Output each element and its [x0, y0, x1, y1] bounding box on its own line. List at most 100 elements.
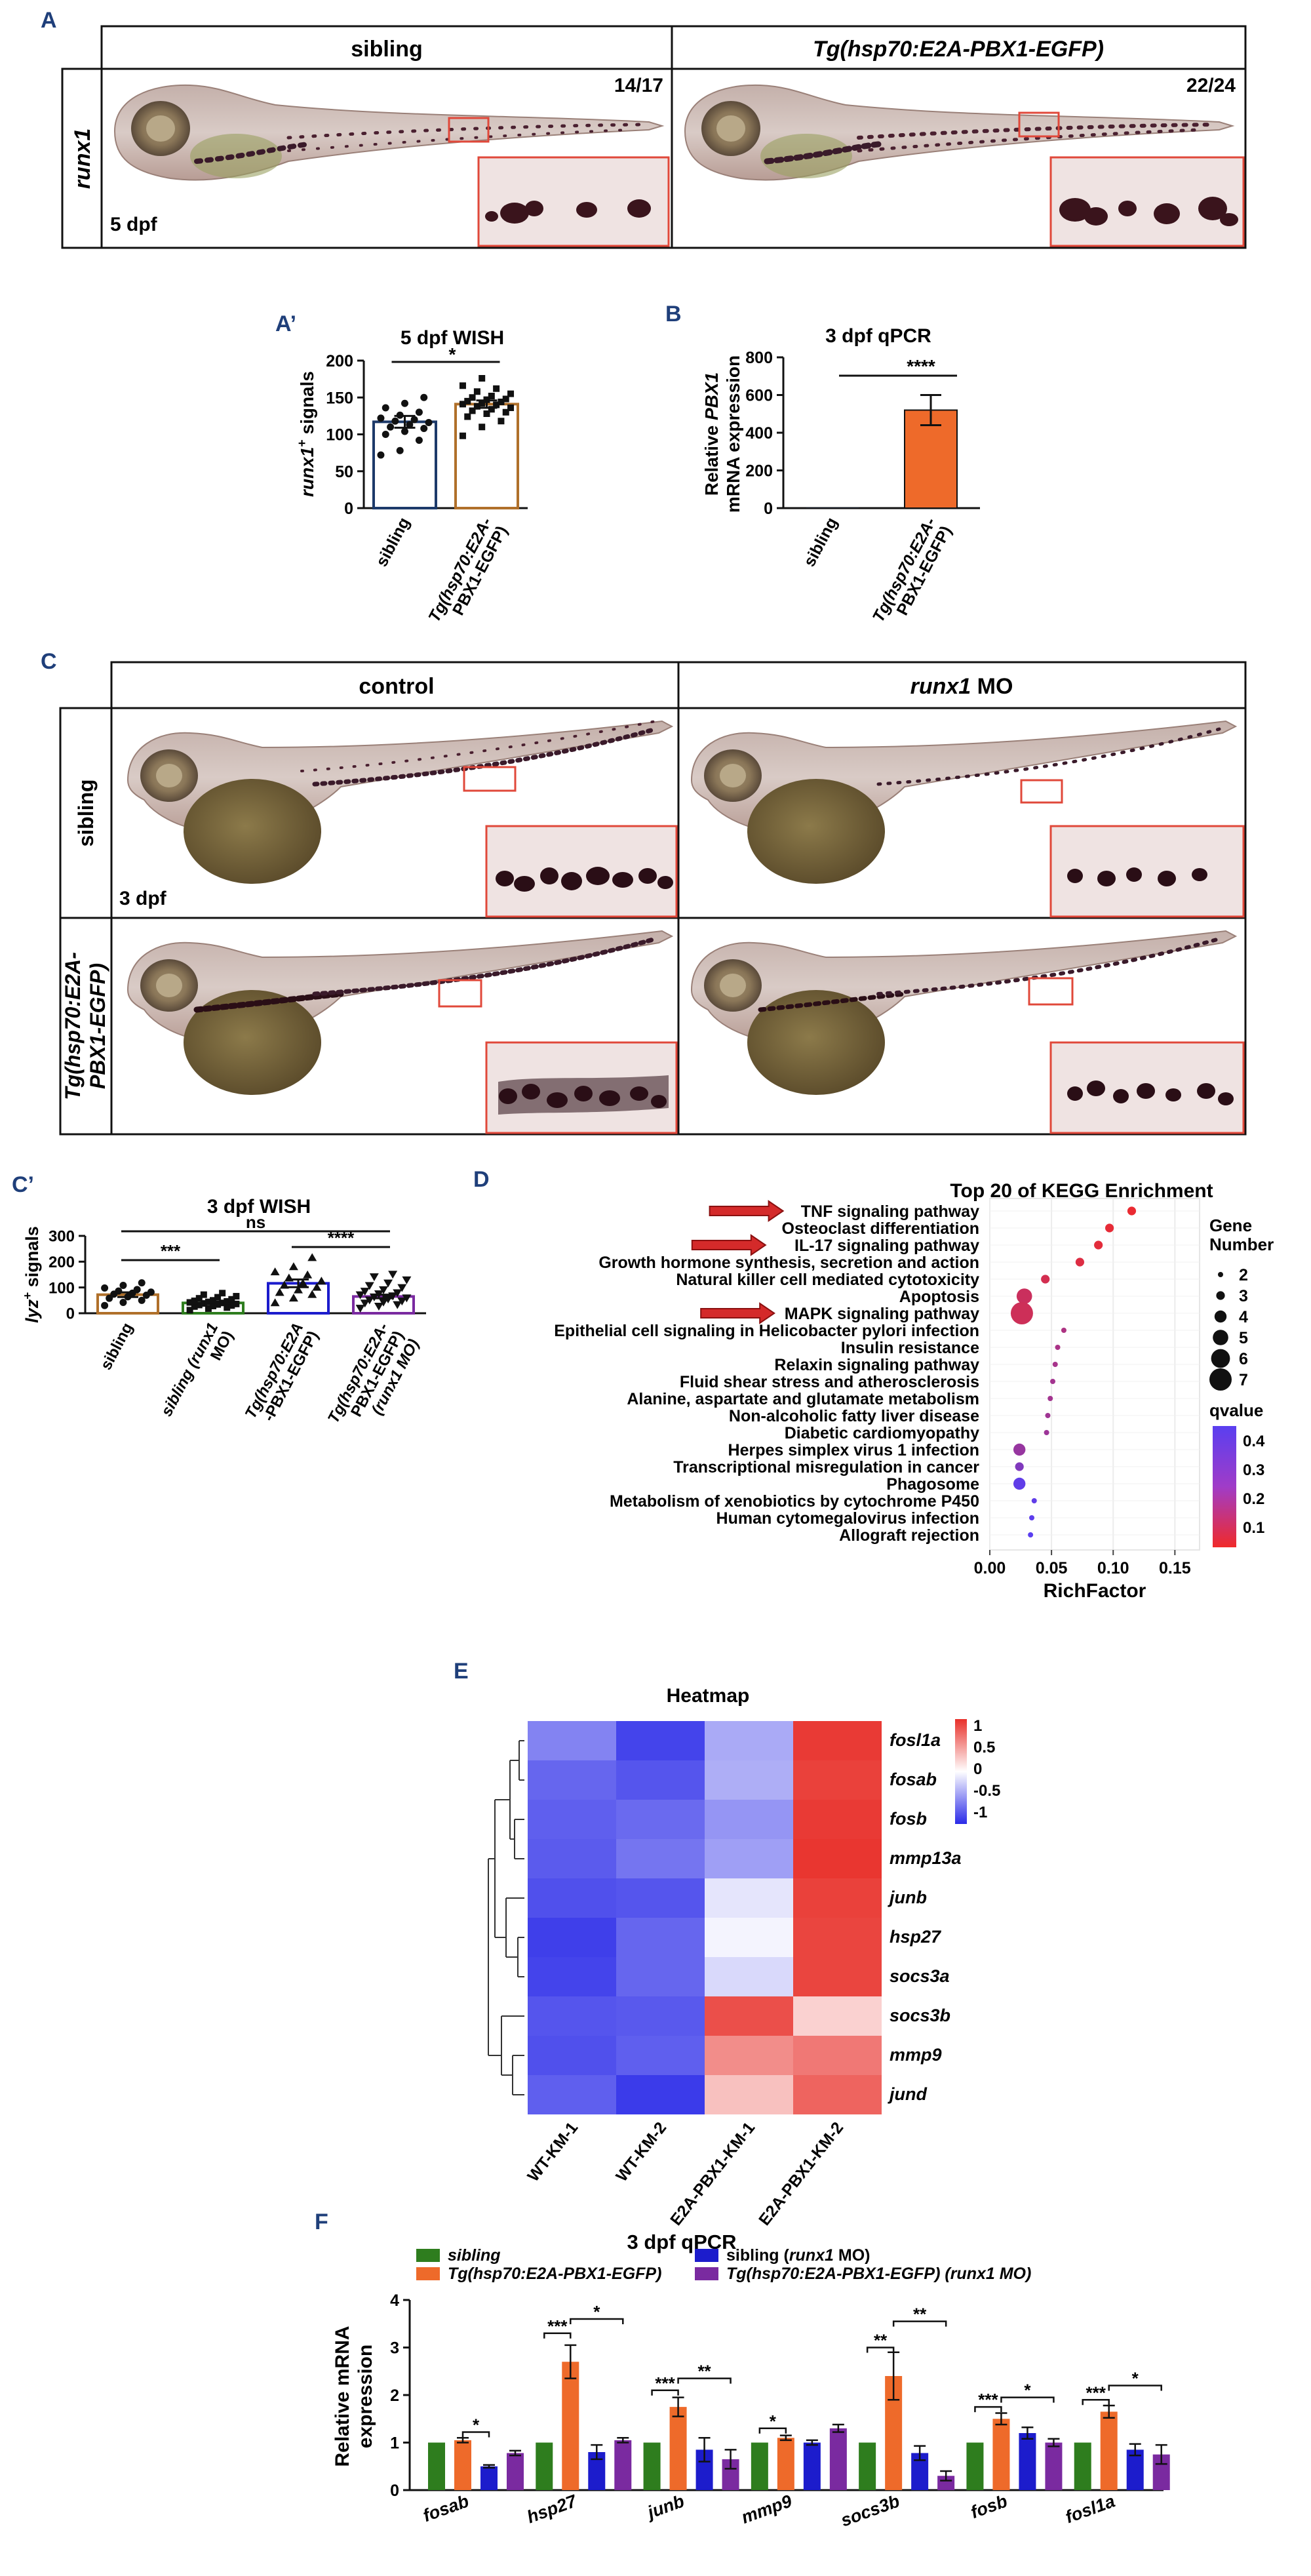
- heatmap-cell: [793, 2075, 882, 2114]
- kegg-dot: [1105, 1223, 1114, 1233]
- data-point: [233, 1293, 240, 1300]
- significance-label: ****: [907, 356, 935, 376]
- chart-title: 3 dpf qPCR: [825, 325, 931, 347]
- size-legend-dot: [1209, 1368, 1232, 1391]
- gene-label: mmp9: [890, 2045, 942, 2065]
- data-point: [420, 425, 428, 432]
- sample-label: E2A-PBX1-KM-2: [755, 2118, 847, 2229]
- kegg-dot: [1031, 1498, 1037, 1503]
- data-point: [382, 404, 389, 412]
- significance-bracket: [543, 2332, 572, 2339]
- size-legend-dot: [1218, 1272, 1223, 1277]
- data-point: [369, 1293, 379, 1301]
- heatmap-cell: [616, 1760, 705, 1800]
- data-point: [270, 1267, 280, 1276]
- significance-label: *: [449, 344, 456, 365]
- data-point: [288, 1294, 298, 1302]
- data-point: [275, 1288, 284, 1296]
- data-point: [383, 1279, 393, 1288]
- pathway-label: IL-17 signaling pathway: [794, 1237, 979, 1255]
- sample-label: WT-KM-1: [524, 2118, 581, 2185]
- data-point: [498, 399, 505, 405]
- data-point: [502, 408, 509, 416]
- y-tick-label: 0: [66, 1305, 75, 1323]
- heatmap-cell: [705, 1918, 793, 1957]
- panel-a-grid: [61, 25, 1247, 249]
- data-point: [483, 410, 490, 417]
- sample-label: WT-KM-2: [612, 2118, 670, 2185]
- kegg-dot: [1044, 1430, 1049, 1435]
- data-point: [483, 396, 490, 403]
- gene-label: socs3a: [890, 1966, 950, 1986]
- x-tick-label: 0.10: [1097, 1559, 1129, 1577]
- data-point: [498, 418, 505, 425]
- gene-label: fosab: [890, 1770, 937, 1789]
- y-tick-label: 400: [745, 424, 773, 443]
- pathway-label: Human cytomegalovirus infection: [716, 1509, 979, 1528]
- heatmap-cell: [616, 1721, 705, 1760]
- data-point: [214, 1301, 222, 1308]
- y-axis-label-line2: expression: [355, 2345, 376, 2448]
- x-category-label: Tg(hsp70:E2A-PBX1-EGFP): [425, 515, 511, 634]
- color-legend-label: 0.4: [1243, 1433, 1265, 1450]
- legend-label: Tg(hsp70:E2A-PBX1-EGFP) (runx1 MO): [726, 2265, 1031, 2283]
- chart-f-qpcr: 3 dpf qPCRsiblingTg(hsp70:E2A-PBX1-EGFP)…: [332, 2230, 1170, 2530]
- panel-label-c: C: [41, 649, 57, 674]
- significance-label: ***: [655, 2373, 675, 2393]
- heatmap-cell: [793, 2036, 882, 2075]
- data-point: [138, 1296, 146, 1304]
- y-tick-label: 100: [49, 1279, 75, 1297]
- data-point: [469, 407, 476, 414]
- data-point: [224, 1304, 231, 1311]
- size-legend-label: 7: [1239, 1371, 1248, 1389]
- data-point: [382, 431, 389, 438]
- colorbar-label: 0: [973, 1760, 982, 1778]
- colorbar-label: -1: [973, 1804, 987, 1821]
- heatmap-cell: [528, 1996, 616, 2036]
- y-tick-label: 50: [335, 463, 353, 481]
- significance-bracket: [570, 2318, 624, 2324]
- heatmap-cell: [793, 1918, 882, 1957]
- pathway-label: Non-alcoholic fatty liver disease: [729, 1407, 979, 1425]
- data-point: [298, 1278, 308, 1287]
- heatmap-cell: [705, 1957, 793, 1996]
- data-point: [200, 1291, 207, 1298]
- text-span: sibling (: [726, 2246, 790, 2265]
- data-point: [493, 385, 500, 392]
- pathway-label: Apoptosis: [899, 1288, 979, 1306]
- heatmap-cell: [528, 1800, 616, 1839]
- panel-label-f: F: [315, 2209, 328, 2234]
- data-point: [191, 1298, 198, 1305]
- data-point: [364, 1296, 374, 1305]
- colorbar-label: 1: [973, 1717, 982, 1735]
- y-tick-label: 2: [390, 2387, 399, 2405]
- x-category-label: mmp9: [739, 2491, 794, 2527]
- significance-label: **: [874, 2331, 888, 2350]
- kegg-dot: [1013, 1477, 1026, 1490]
- x-category-label: Tg(hsp70:E2A-PBX1-EGFP)(runx1 MO): [324, 1320, 423, 1442]
- y-tick-label: 0: [764, 500, 773, 518]
- data-point: [401, 399, 408, 407]
- heatmap-colorbar: [955, 1719, 967, 1824]
- heatmap-cell: [528, 1918, 616, 1957]
- kegg-dot: [1010, 1302, 1033, 1324]
- pathway-label: MAPK signaling pathway: [785, 1305, 979, 1323]
- data-point: [317, 1277, 326, 1285]
- sample-label: E2A-PBX1-KM-1: [667, 2118, 758, 2229]
- data-point: [415, 437, 423, 444]
- larva-image-c-tg-mo: [690, 930, 1245, 1134]
- text-span: MO): [834, 2246, 871, 2265]
- significance-label: *: [473, 2415, 480, 2435]
- chart-title: Heatmap: [667, 1685, 750, 1707]
- x-tick-label: 0.00: [974, 1559, 1006, 1577]
- bar: [966, 2442, 984, 2490]
- pathway-label: Insulin resistance: [841, 1339, 979, 1357]
- data-point: [355, 1291, 365, 1299]
- data-point: [307, 1253, 317, 1261]
- legend-label: sibling: [448, 2246, 501, 2265]
- y-axis-label: lyz+ signals: [21, 1226, 43, 1323]
- pathway-label: Allograft rejection: [839, 1526, 979, 1545]
- data-point: [360, 1299, 370, 1308]
- x-category-label: socs3b: [838, 2491, 903, 2530]
